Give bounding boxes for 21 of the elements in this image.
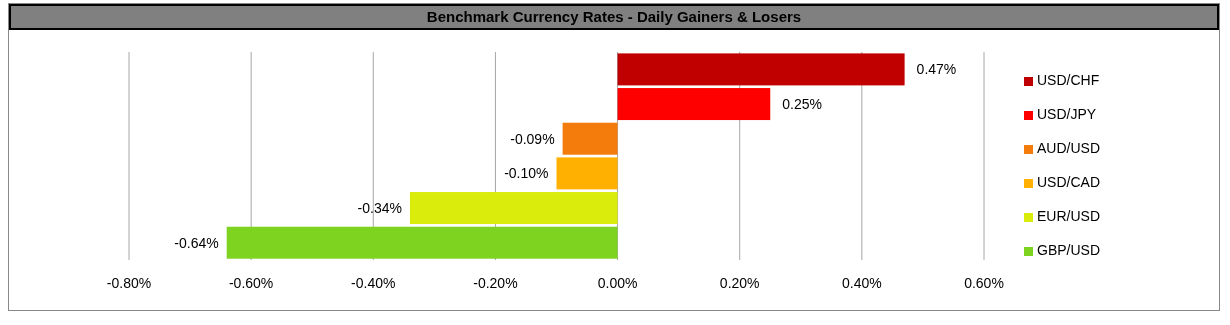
data-label: -0.09% — [510, 130, 555, 147]
chart-title: Benchmark Currency Rates - Daily Gainers & Losers — [9, 4, 1219, 30]
data-label: -0.64% — [174, 234, 219, 251]
x-tick-label: 0.00% — [597, 274, 638, 291]
legend-label: GBP/USD — [1037, 242, 1101, 258]
x-tick-label: -0.80% — [106, 274, 152, 291]
x-tick-label: -0.60% — [228, 274, 274, 291]
data-label: 0.47% — [916, 61, 957, 78]
x-tick-label: -0.20% — [473, 274, 518, 291]
data-label: -0.34% — [357, 200, 402, 217]
data-label: 0.25% — [782, 96, 822, 113]
x-tick-label: 0.20% — [719, 274, 760, 291]
legend-label: AUD/USD — [1037, 140, 1101, 156]
legend-label: USD/CAD — [1037, 174, 1101, 190]
x-tick-label: 0.60% — [964, 274, 1004, 291]
legend-label: USD/CHF — [1037, 72, 1100, 88]
x-tick-label: 0.40% — [842, 274, 882, 291]
legend-label: EUR/USD — [1037, 208, 1101, 224]
data-label: -0.10% — [504, 165, 549, 182]
x-tick-label: -0.40% — [351, 274, 396, 291]
legend-label: USD/JPY — [1037, 106, 1097, 122]
